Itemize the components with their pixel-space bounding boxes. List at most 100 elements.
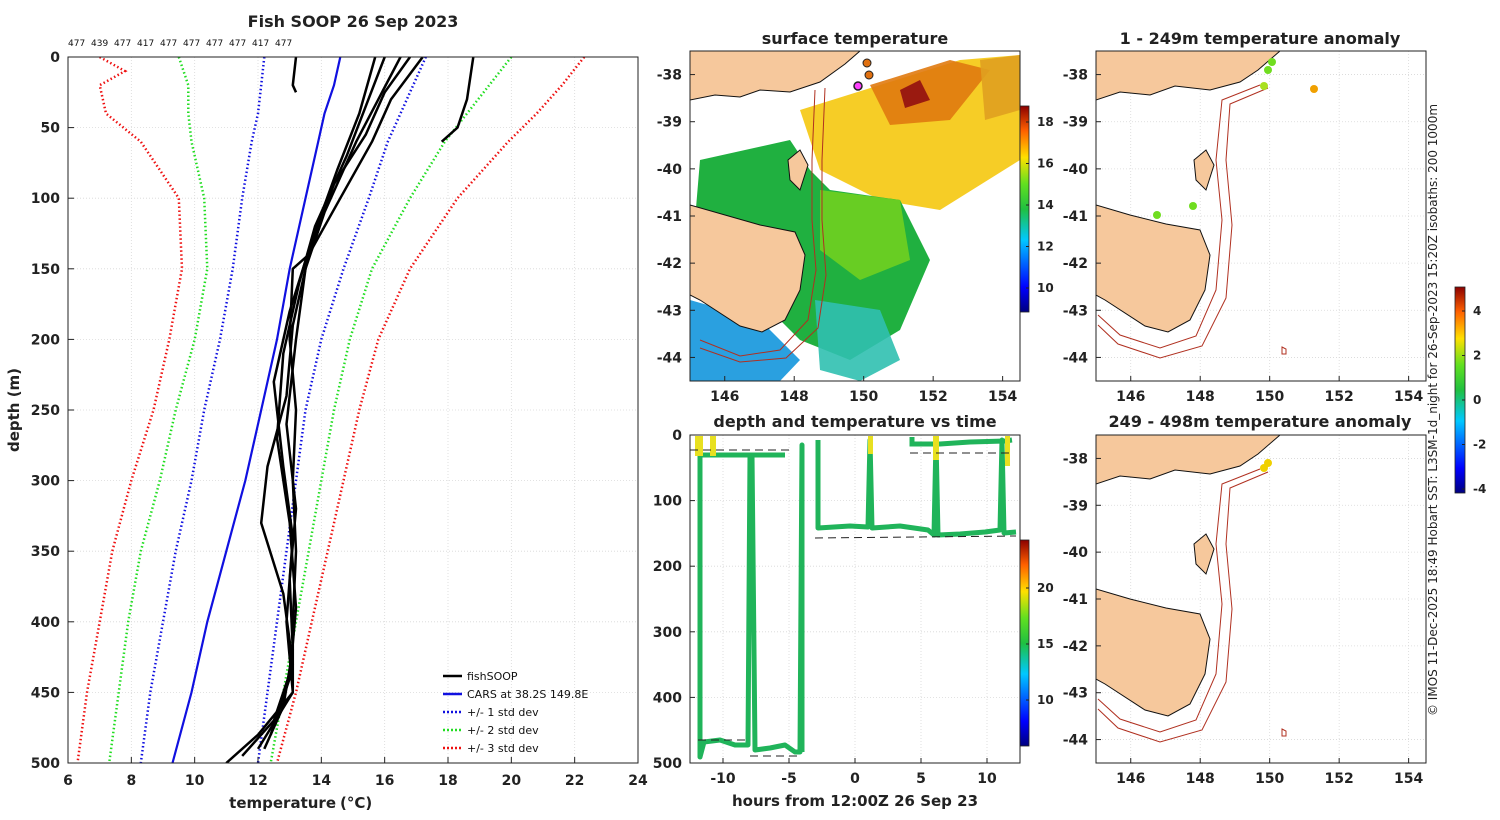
profile-x-tick-label: 6 xyxy=(63,773,73,789)
depth-time-y-tick-label: 300 xyxy=(653,625,682,641)
profile-y-tick-label: 50 xyxy=(41,121,61,137)
anomaly-lower-x-tick-label: 152 xyxy=(1325,771,1354,787)
profile-series-line xyxy=(171,57,342,763)
sst-isobath-200 xyxy=(699,89,817,357)
sst-current-position xyxy=(853,81,863,91)
sst-colorbar-tick-label: 18 xyxy=(1037,115,1054,129)
sst-colorbar-tick-label: 16 xyxy=(1037,157,1054,171)
anomaly-lower-y-tick-label: -38 xyxy=(1063,451,1088,467)
sst-flinders-island xyxy=(787,149,809,191)
depth-time-y-ticks: 0 100 200 300 400 500 xyxy=(653,428,695,772)
anomaly-point xyxy=(1310,85,1318,93)
sst-x-tick-label: 146 xyxy=(710,389,739,405)
profile-lines xyxy=(76,57,586,763)
profile-count-labels: 477 439 477 417 477 477 477 477 417 477 xyxy=(68,39,292,49)
profile-series-line xyxy=(76,57,184,763)
depth-time-x-tick-label: -5 xyxy=(781,771,797,787)
depth-time-frame xyxy=(689,434,1021,764)
depth-time-x-tick-label: 0 xyxy=(850,771,860,787)
sst-colorbar-ticks: 18 16 14 12 10 xyxy=(1026,115,1054,295)
anomaly-lower-isobath-1000 xyxy=(1097,471,1269,743)
anomaly-point xyxy=(1189,202,1197,210)
fish-profile-line xyxy=(225,57,424,763)
profile-legend: fishSOOP CARS at 38.2S 149.8E +/- 1 std … xyxy=(443,670,588,755)
anomaly-upper-y-tick-label: -43 xyxy=(1063,303,1088,319)
profile-y-ticks: 0 50 100 150 200 250 300 350 400 450 500 xyxy=(31,50,74,772)
anomaly-colorbar-tick-label: -4 xyxy=(1473,482,1486,496)
anomaly-lower-y-ticks: -38 -39 -40 -41 -42 -43 -44 xyxy=(1063,451,1101,749)
profile-series-line xyxy=(269,57,513,763)
profile-count-label: 477 xyxy=(229,39,246,49)
anomaly-point xyxy=(1268,58,1276,66)
profile-series-line xyxy=(139,57,266,763)
credit-text: © IMOS 11-Dec-2025 18:49 Hobart SST: L3S… xyxy=(1426,104,1440,716)
profile-series-line xyxy=(107,57,209,763)
anomaly-lower-title: 249 - 498m temperature anomaly xyxy=(1109,412,1412,431)
fish-profile-line xyxy=(241,57,412,757)
sst-mainland xyxy=(690,51,861,101)
sst-hottest-spot xyxy=(900,80,930,108)
anomaly-lower-y-tick-label: -43 xyxy=(1063,686,1088,702)
depth-time-x-tick-label: -10 xyxy=(710,771,736,787)
profile-x-tick-label: 24 xyxy=(628,773,648,789)
profile-count-label: 477 xyxy=(68,39,85,49)
profile-y-label: depth (m) xyxy=(5,368,23,452)
sst-x-tick-label: 152 xyxy=(919,389,948,405)
anomaly-upper-isobath-1000 xyxy=(1097,87,1269,359)
anomaly-colorbar-tick-label: 0 xyxy=(1473,393,1481,407)
anomaly-upper-x-tick-label: 154 xyxy=(1394,389,1423,405)
profile-title: Fish SOOP 26 Sep 2023 xyxy=(248,12,459,31)
anomaly-upper-x-tick-label: 152 xyxy=(1325,389,1354,405)
anomaly-upper-panel: 1 - 249m temperature anomaly 146 148 150 15… xyxy=(1063,29,1427,405)
anomaly-upper-title: 1 - 249m temperature anomaly xyxy=(1120,29,1401,48)
depth-time-panel: depth and temperature vs time -10 -5 0 5 10 … xyxy=(653,412,1054,810)
anomaly-lower-panel: 249 - 498m temperature anomaly 146 148 150… xyxy=(1063,412,1427,787)
profile-y-tick-label: 100 xyxy=(31,191,60,207)
profile-x-tick-label: 18 xyxy=(438,773,457,789)
legend-3std: +/- 3 std dev xyxy=(467,742,539,755)
anomaly-lower-x-ticks: 146 148 150 152 154 xyxy=(1116,758,1423,787)
anomaly-upper-grid xyxy=(1096,51,1426,381)
profile-panel: Fish SOOP 26 Sep 2023 477 439 477 417 477 477… xyxy=(5,12,648,812)
anomaly-lower-x-tick-label: 148 xyxy=(1186,771,1215,787)
anomaly-upper-x-ticks: 146 148 150 152 154 xyxy=(1116,376,1423,405)
depth-time-colorbar-ticks: 20 15 10 xyxy=(1026,581,1054,707)
fish-profile-line xyxy=(256,57,377,750)
profile-y-tick-label: 0 xyxy=(50,50,60,66)
sst-profile-point xyxy=(864,70,874,80)
profile-series-line xyxy=(275,57,586,763)
profile-count-label: 477 xyxy=(275,39,292,49)
profile-x-tick-label: 12 xyxy=(248,773,267,789)
legend-2std: +/- 2 std dev xyxy=(467,724,539,737)
anomaly-lower-mainland xyxy=(1096,435,1281,485)
profile-x-ticks: 6 8 10 12 14 16 18 20 22 24 xyxy=(63,757,648,789)
anomaly-lower-y-tick-label: -41 xyxy=(1063,592,1088,608)
fish-profile-line xyxy=(291,57,298,93)
anomaly-colorbar-tick-label: -2 xyxy=(1473,438,1486,452)
profile-x-tick-label: 16 xyxy=(375,773,394,789)
depth-time-x-ticks: -10 -5 0 5 10 xyxy=(710,758,997,787)
profile-y-tick-label: 300 xyxy=(31,474,60,490)
depth-time-title: depth and temperature vs time xyxy=(713,412,996,431)
profile-x-unit: (°C) xyxy=(340,794,372,812)
depth-time-y-tick-label: 200 xyxy=(653,559,682,575)
anomaly-point xyxy=(1153,211,1161,219)
legend-1std: +/- 1 std dev xyxy=(467,706,539,719)
anomaly-colorbar-tick-label: 4 xyxy=(1473,304,1481,318)
sst-profile-point xyxy=(862,58,872,68)
sst-hot-area xyxy=(870,60,990,125)
profile-x-tick-label: 10 xyxy=(185,773,205,789)
depth-time-x-tick-label: 5 xyxy=(916,771,926,787)
legend-fishsoop: fishSOOP xyxy=(467,670,518,683)
anomaly-upper-y-tick-label: -41 xyxy=(1063,209,1088,225)
anomaly-upper-mainland xyxy=(1096,51,1281,101)
anomaly-lower-y-tick-label: -42 xyxy=(1063,639,1088,655)
sst-x-tick-label: 148 xyxy=(780,389,809,405)
anomaly-lower-isobath-200 xyxy=(1097,468,1261,733)
profile-count-label: 477 xyxy=(183,39,200,49)
fish-profile-line xyxy=(269,57,386,736)
profile-x-tick-label: 22 xyxy=(565,773,584,789)
sst-isobath-1000 xyxy=(699,87,827,363)
depth-time-x-tick-label: 10 xyxy=(977,771,997,787)
